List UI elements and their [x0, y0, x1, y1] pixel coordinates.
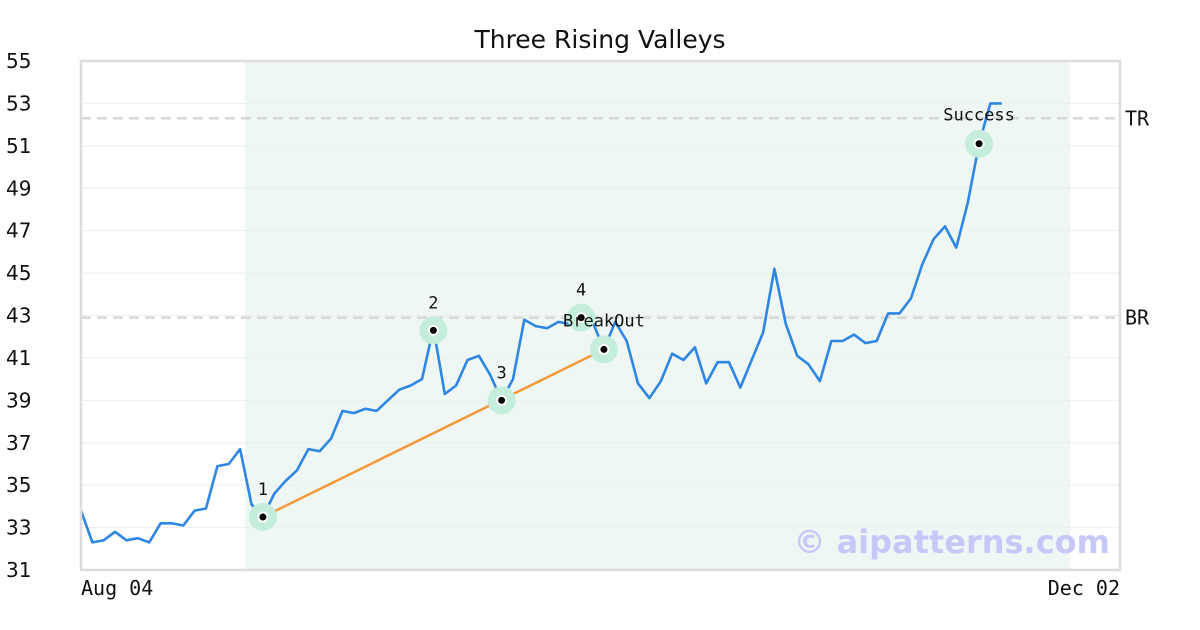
marker-label: 3: [496, 363, 506, 383]
x-tick-label: Aug 04: [81, 576, 153, 600]
marker-label: 4: [576, 281, 586, 301]
chart-title: Three Rising Valleys: [473, 25, 725, 54]
y-axis-ticks: 31 33 35 37 39 41 43 45 47 49 51 53 55: [6, 49, 31, 582]
y-tick-label: 47: [6, 219, 31, 243]
y-tick-label: 31: [6, 558, 31, 582]
price-line: [79, 102, 1002, 544]
watermark: © aipatterns.com: [793, 523, 1110, 561]
y-tick-label: 55: [6, 49, 31, 73]
marker-dot: [600, 345, 608, 353]
trend-line: [262, 348, 605, 519]
y-tick-label: 49: [6, 176, 31, 200]
y-tick-label: 45: [6, 261, 31, 285]
level-lines: TR BR: [81, 106, 1150, 330]
y-tick-label: 51: [6, 134, 31, 158]
level-label: TR: [1125, 106, 1150, 130]
plot-frame: [79, 59, 1122, 572]
marker-dot: [259, 513, 267, 521]
pattern-markers: 1 2 3 4 BreakOut Success: [248, 106, 1015, 531]
y-tick-label: 53: [6, 91, 31, 115]
marker-dot: [577, 314, 585, 322]
y-tick-label: 33: [6, 516, 31, 540]
marker-label: 2: [428, 293, 438, 313]
y-tick-label: 39: [6, 388, 31, 412]
y-tick-label: 41: [6, 346, 31, 370]
grid-lines: [81, 60, 1120, 571]
y-tick-label: 35: [6, 473, 31, 497]
x-axis-ticks: Aug 04 Dec 02: [81, 576, 1120, 600]
marker-dot: [975, 140, 983, 148]
marker-label: Success: [943, 106, 1015, 126]
marker-label: BreakOut: [563, 311, 645, 331]
marker-dot: [429, 326, 437, 334]
y-tick-label: 37: [6, 431, 31, 455]
x-tick-label: Dec 02: [1048, 576, 1120, 600]
marker-label: 1: [258, 480, 268, 500]
level-label: BR: [1125, 306, 1150, 330]
marker-dot: [498, 396, 506, 404]
y-tick-label: 43: [6, 304, 31, 328]
